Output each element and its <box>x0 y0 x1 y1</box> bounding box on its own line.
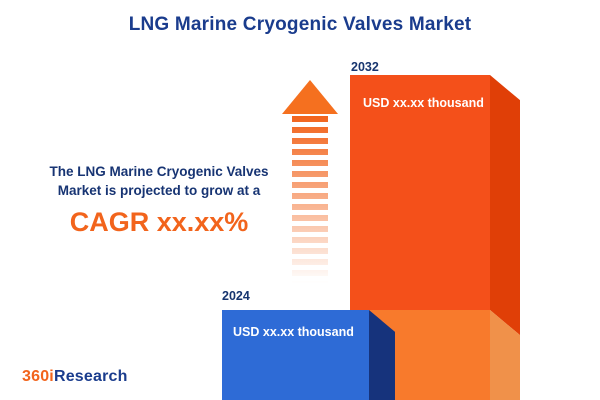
growth-arrow-icon <box>282 80 338 114</box>
growth-annotation: The LNG Marine Cryogenic Valves Market i… <box>28 163 290 238</box>
bar-2032-side-upper <box>490 75 520 336</box>
bar-2032-side <box>490 75 520 400</box>
bar-2032-value-label: USD xx.xx thousand <box>363 96 484 110</box>
brand-logo: 360iResearch <box>22 368 128 386</box>
annotation-line-2: Market is projected to grow at a <box>57 182 261 198</box>
bar-2024-year-label: 2024 <box>222 289 250 303</box>
logo-part-research: Research <box>53 368 128 385</box>
growth-arrow-stripes <box>292 116 328 288</box>
logo-part-360i: 360i <box>22 368 54 385</box>
bar-2032-year-label: 2032 <box>351 60 379 74</box>
bar-2024-value-label: USD xx.xx thousand <box>233 325 354 339</box>
growth-arrow-fade <box>292 116 328 288</box>
bar-2024-front <box>222 310 369 400</box>
annotation-line-1: The LNG Marine Cryogenic Valves <box>49 164 269 179</box>
page-title: LNG Marine Cryogenic Valves Market <box>128 14 472 35</box>
cagr-value: CAGR xx.xx% <box>69 206 249 237</box>
bar-2032-front-upper <box>350 75 490 310</box>
